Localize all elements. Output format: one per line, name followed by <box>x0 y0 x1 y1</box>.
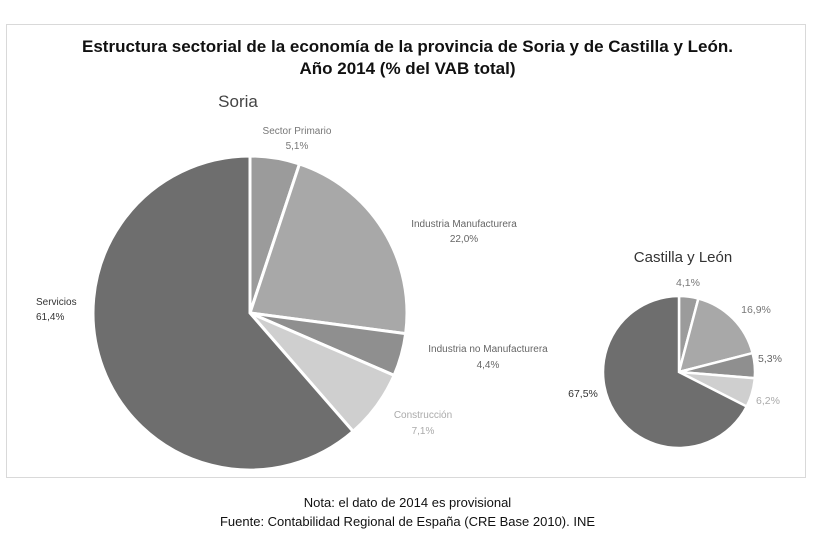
cyl-label-1-value: 16,9% <box>741 304 771 316</box>
cyl-label-3-value: 6,2% <box>756 395 780 407</box>
pie-title-soria: Soria <box>218 92 258 111</box>
chart-note: Nota: el dato de 2014 es provisional <box>303 495 512 510</box>
soria-label-1-value: 22,0% <box>450 234 478 245</box>
pie-soria-slice-4 <box>91 154 356 472</box>
pie-title-castilla-y-leon: Castilla y León <box>634 249 732 266</box>
soria-label-2-value: 4,4% <box>477 360 500 371</box>
soria-label-0-category: Sector Primario <box>263 126 332 137</box>
cyl-label-4-value: 67,5% <box>568 388 598 400</box>
soria-label-0-value: 5,1% <box>286 141 309 152</box>
chart-title-line1: Estructura sectorial de la economía de l… <box>82 37 733 56</box>
cyl-label-2-value: 5,3% <box>758 353 782 365</box>
soria-label-3-category: Construcción <box>394 410 452 421</box>
pie-soria-slice-1 <box>248 162 409 336</box>
soria-label-2-category: Industria no Manufacturera <box>428 344 548 355</box>
chart-title: Estructura sectorial de la economía de l… <box>0 36 815 80</box>
chart-source: Fuente: Contabilidad Regional de España … <box>219 514 596 529</box>
pie-cyl-slice-4 <box>601 294 749 450</box>
cyl-label-0-value: 4,1% <box>676 277 700 289</box>
soria-label-3-value: 7,1% <box>412 426 435 437</box>
chart-title-line2: Año 2014 (% del VAB total) <box>299 59 516 78</box>
soria-label-1-category: Industria Manufacturera <box>411 219 517 230</box>
soria-label-4-category: Servicios <box>36 297 77 308</box>
soria-label-4-value: 61,4% <box>36 312 64 323</box>
pie-cyl-slice-1 <box>677 296 755 374</box>
